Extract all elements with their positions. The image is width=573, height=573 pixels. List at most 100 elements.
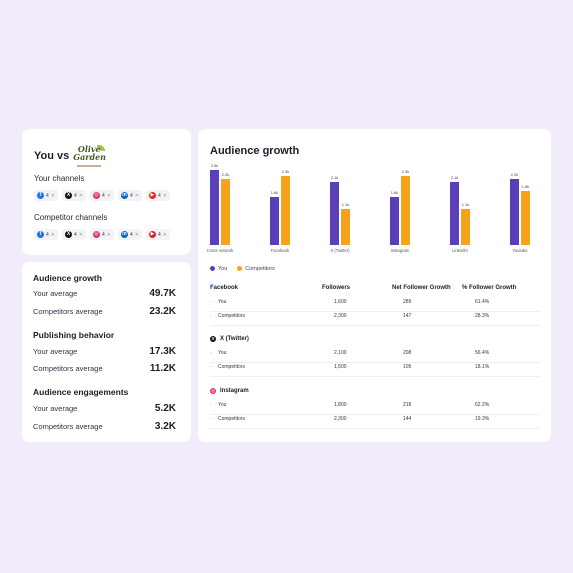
- bar-value-label: 1.6k: [391, 190, 399, 195]
- close-icon[interactable]: ✕: [106, 192, 111, 199]
- table-group-title: ◎ Instagram: [210, 388, 540, 394]
- table-cell: 208: [403, 350, 412, 356]
- table-cell: 1,600: [334, 299, 347, 305]
- header-col: Net Follower Growth: [392, 285, 451, 291]
- table-cell: 62.2%: [475, 402, 490, 408]
- facebook-icon: f: [210, 285, 212, 291]
- table-header-cell: % Follower Growth: [462, 285, 517, 291]
- audience-growth-chart: 2.5k 2.2k Cross network 1.6k 2.3k Facebook 2.1…: [207, 163, 530, 253]
- table-cell: -: [210, 299, 212, 305]
- x-icon: X: [64, 192, 72, 199]
- close-icon[interactable]: ✕: [50, 231, 55, 238]
- category-label: Youtube: [512, 248, 528, 253]
- facebook-icon: f: [37, 231, 44, 238]
- x-icon: X: [210, 336, 216, 342]
- channel-chip[interactable]: ◎ 4 ✕: [89, 190, 114, 201]
- legend-you: You: [210, 266, 227, 272]
- channel-chip[interactable]: X 4 ✕: [61, 229, 86, 240]
- table-cell: -: [210, 350, 212, 356]
- youtube-icon: ▶: [148, 192, 156, 199]
- channel-chip[interactable]: ▶ 4 ✕: [145, 229, 170, 240]
- table-cell: 19.3%: [475, 416, 490, 422]
- channel-count: 4: [157, 231, 161, 238]
- close-icon[interactable]: ✕: [106, 231, 111, 238]
- bar-you: [270, 197, 279, 245]
- x-icon: X: [64, 231, 72, 238]
- header-col: f Facebook: [210, 285, 238, 291]
- channel-count: 4: [101, 192, 105, 199]
- header-col: Followers: [322, 285, 350, 291]
- channel-chip[interactable]: f 4 ✕: [34, 229, 58, 240]
- bar-you: [450, 182, 459, 245]
- table-header-cell: Facebook: [210, 285, 239, 291]
- table-header-cell: Net Follower Growth: [392, 285, 451, 291]
- channel-count: 4: [73, 231, 77, 238]
- olive-garden-logo: Olive Garden: [73, 145, 106, 167]
- table-header-cell: Followers: [322, 285, 351, 291]
- table-cell: 61.4%: [475, 299, 490, 305]
- header-col: % Follower Growth: [462, 285, 516, 291]
- close-icon[interactable]: ✕: [78, 231, 83, 238]
- channel-chip[interactable]: in 4 ✕: [117, 190, 142, 201]
- bar-value-label: 2.3k: [402, 169, 410, 174]
- close-icon[interactable]: ✕: [78, 192, 83, 199]
- channel-count: 4: [101, 231, 105, 238]
- bar-value-label: 2.3k: [282, 169, 290, 174]
- table-cell: Competitors: [218, 364, 245, 370]
- bar-competitors: [281, 176, 290, 245]
- category-label: Instagram: [391, 248, 410, 253]
- linkedin-icon: in: [120, 192, 128, 199]
- table-cell: -: [210, 313, 212, 319]
- close-icon[interactable]: ✕: [162, 192, 167, 199]
- bar-competitors: [521, 191, 530, 245]
- channel-chip[interactable]: X 4 ✕: [61, 190, 86, 201]
- legend-competitors: Competitors: [237, 266, 275, 272]
- group-name: X (Twitter): [220, 336, 249, 342]
- channels-card: You vs Olive Garden Your channels f 4 ✕ X 4 ✕…: [22, 129, 191, 255]
- channel-count: 4: [129, 231, 133, 238]
- table-cell: 18.1%: [475, 364, 490, 370]
- your-channels-chips: f 4 ✕ X 4 ✕ ◎ 4 ✕ in 4 ✕ ▶ 4 ✕: [34, 190, 170, 201]
- category-label: Facebook: [271, 248, 290, 253]
- category-label: X (Twitter): [330, 248, 350, 253]
- category-label: Cross network: [207, 248, 235, 253]
- table-header: f Facebook Followers Net Follower Growth % …: [210, 285, 540, 296]
- compare-title: You vs Olive Garden: [34, 145, 106, 167]
- channel-count: 4: [157, 192, 161, 199]
- bar-you: [510, 179, 519, 245]
- instagram-icon: ◎: [92, 192, 100, 199]
- youtube-icon: ▶: [148, 231, 156, 238]
- table-cell: 1,500: [334, 364, 347, 370]
- table-cell: You: [218, 350, 227, 356]
- bar-value-label: 2.5k: [211, 163, 219, 168]
- table-cell: -: [210, 364, 212, 370]
- table-row: - You 2,100 208 56.4%: [210, 350, 540, 363]
- instagram-icon: ◎: [210, 388, 216, 394]
- channel-chip[interactable]: ▶ 4 ✕: [145, 190, 170, 201]
- bar-competitors: [341, 209, 350, 245]
- stat-row: Competitors average 23.2K: [33, 306, 176, 317]
- bar-competitors: [461, 209, 470, 245]
- category-label: LinkedIn: [452, 248, 469, 253]
- close-icon[interactable]: ✕: [134, 192, 139, 199]
- table-cell: 218: [403, 402, 412, 408]
- bar-value-label: 2.1k: [331, 175, 339, 180]
- table-group-title: X X (Twitter): [210, 336, 540, 342]
- bar-value-label: 1.6k: [271, 190, 279, 195]
- your-channels-label: Your channels: [34, 174, 85, 183]
- bar-value-label: 2.1k: [451, 175, 459, 180]
- table-cell: -: [210, 416, 212, 422]
- channel-chip[interactable]: ◎ 4 ✕: [89, 229, 114, 240]
- bar-value-label: 2.2k: [511, 172, 519, 177]
- compare-you-label: You vs: [34, 150, 70, 162]
- stat-row: Your average 5.2K: [33, 403, 176, 414]
- close-icon[interactable]: ✕: [162, 231, 167, 238]
- channel-count: 4: [46, 192, 49, 199]
- channel-chip[interactable]: in 4 ✕: [117, 229, 142, 240]
- channel-chip[interactable]: f 4 ✕: [34, 190, 58, 201]
- close-icon[interactable]: ✕: [134, 231, 139, 238]
- group-name: Instagram: [220, 388, 249, 394]
- table-row: - You 1,600 289 61.4%: [210, 299, 540, 312]
- table-cell: 1,800: [334, 402, 347, 408]
- close-icon[interactable]: ✕: [50, 192, 55, 199]
